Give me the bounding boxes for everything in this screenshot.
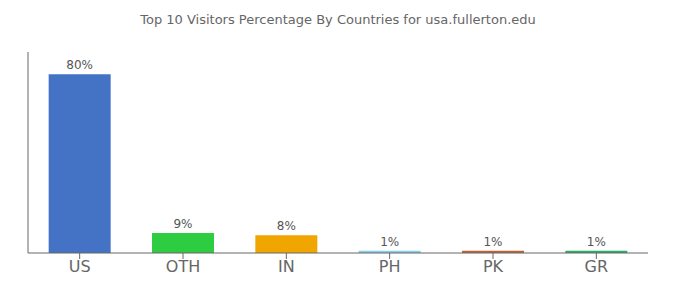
svg-text:1%: 1% (587, 235, 606, 249)
svg-text:1%: 1% (483, 235, 502, 249)
svg-text:9%: 9% (173, 217, 192, 231)
svg-text:GR: GR (585, 257, 609, 276)
html-text:Top 10 Visitors Percentage By: Top 10 Visitors Percentage By Countries … (140, 12, 536, 27)
svg-text:8%: 8% (277, 219, 296, 233)
svg-text:PH: PH (379, 257, 401, 276)
svg-text:PK: PK (483, 257, 504, 276)
svg-text:1%: 1% (380, 235, 399, 249)
svg-text:80%: 80% (66, 58, 93, 72)
svg-text:IN: IN (278, 257, 295, 276)
svg-text:OTH: OTH (166, 257, 200, 276)
svg-text:US: US (69, 257, 91, 276)
